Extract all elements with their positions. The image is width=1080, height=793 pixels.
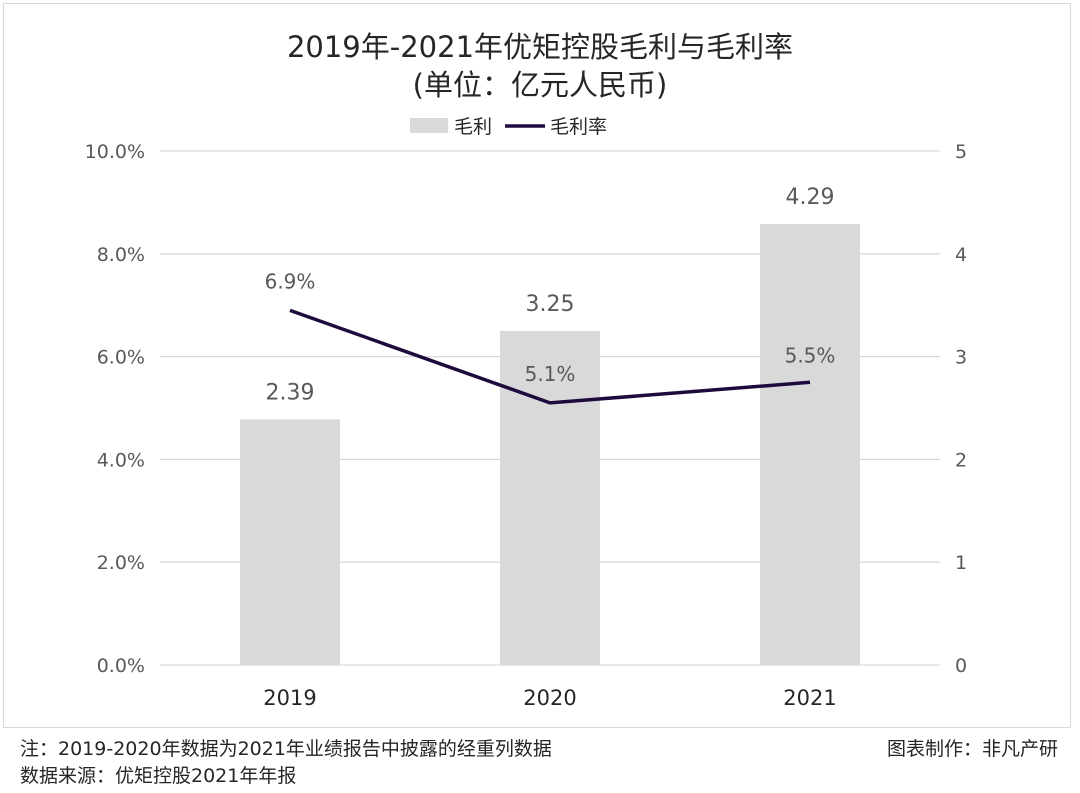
line-data-label: 5.5% [785,343,836,367]
bar-2021 [760,223,860,665]
bar-2019 [240,419,340,665]
right-tick-label: 5 [955,141,967,163]
chart-subtitle: (单位：亿元人民币) [412,68,668,102]
legend-label-line: 毛利率 [550,116,607,138]
bar-2020 [500,330,600,665]
footer-note: 注：2019-2020年数据为2021年业绩报告中披露的经重列数据 [20,738,552,760]
bar-data-label: 3.25 [526,292,575,317]
legend-label-bar: 毛利 [454,116,492,138]
bar-data-label: 4.29 [786,185,835,210]
footer-credit: 图表制作：非凡产研 [886,738,1058,760]
left-tick-label: 2.0% [97,552,145,574]
line-data-label: 6.9% [265,269,316,293]
right-tick-label: 4 [955,244,967,266]
bar-data-label: 2.39 [266,380,315,405]
right-tick-label: 2 [955,449,967,471]
footer-source: 数据来源：优矩控股2021年年报 [20,765,297,787]
x-tick-label: 2020 [523,686,576,710]
left-tick-label: 10.0% [85,141,145,163]
left-tick-label: 8.0% [97,244,145,266]
right-tick-label: 1 [955,552,967,574]
x-tick-label: 2021 [783,686,836,710]
left-tick-label: 6.0% [97,347,145,369]
right-tick-label: 0 [955,655,967,677]
line-data-label: 5.1% [525,362,576,386]
left-tick-label: 4.0% [97,449,145,471]
x-tick-label: 2019 [263,686,316,710]
chart-frame [3,3,1071,728]
right-tick-label: 3 [955,347,967,369]
legend-swatch-bar [410,118,448,133]
left-tick-label: 0.0% [97,655,145,677]
line-gross-margin [289,308,811,405]
chart-title: 2019年-2021年优矩控股毛利与毛利率 [286,30,794,64]
